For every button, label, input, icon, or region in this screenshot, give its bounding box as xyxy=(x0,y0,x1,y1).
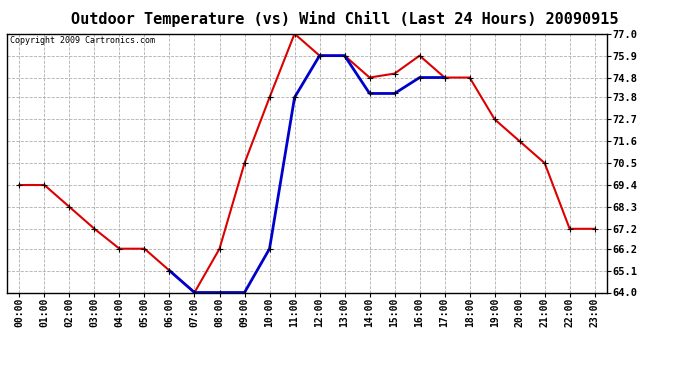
Text: Copyright 2009 Cartronics.com: Copyright 2009 Cartronics.com xyxy=(10,36,155,45)
Text: Outdoor Temperature (vs) Wind Chill (Last 24 Hours) 20090915: Outdoor Temperature (vs) Wind Chill (Las… xyxy=(71,11,619,27)
